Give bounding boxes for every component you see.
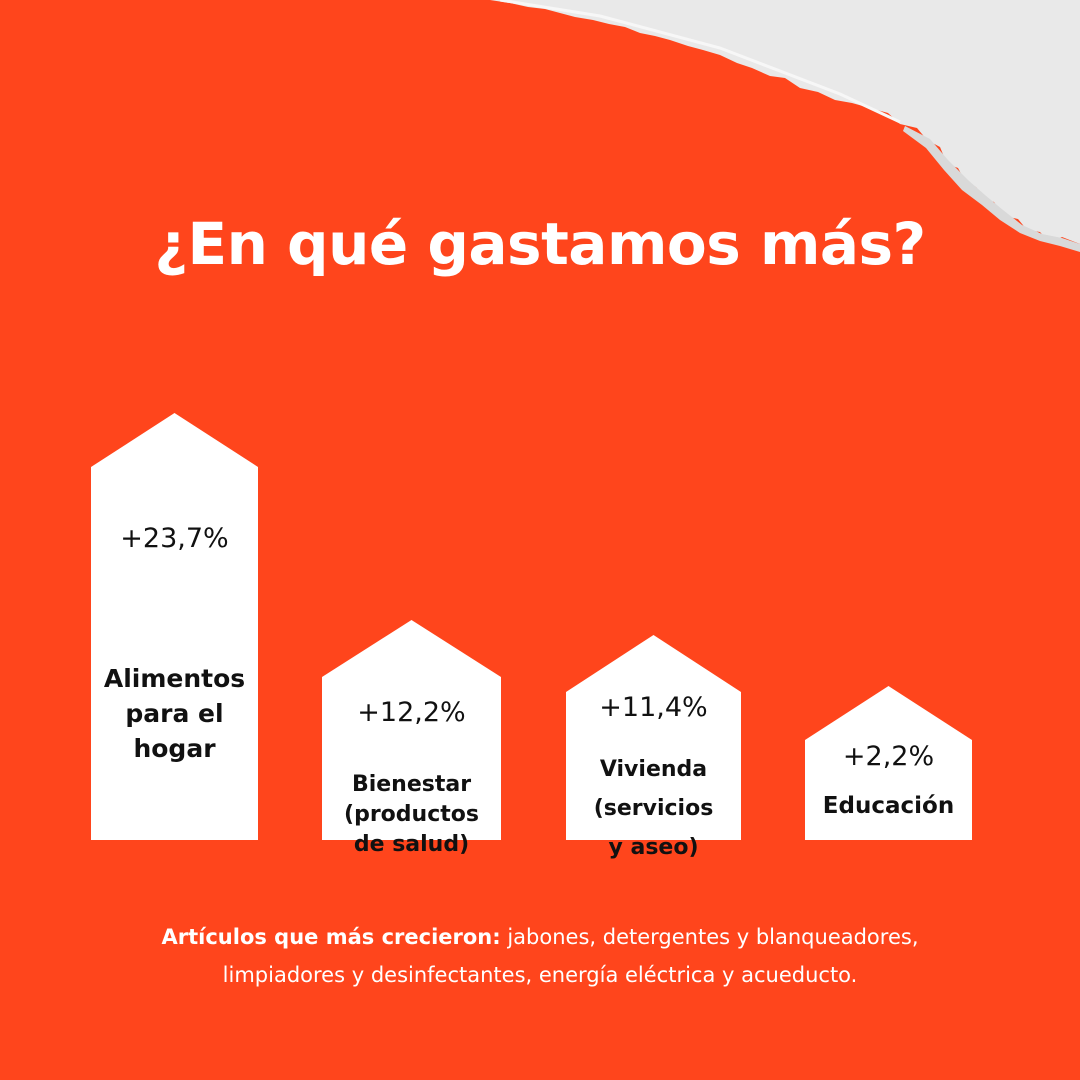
house-bar-mark — [566, 635, 741, 840]
chart-title: ¿En qué gastamos más? — [154, 210, 926, 278]
torn-paper-decoration — [490, 0, 1080, 252]
house-bar-3: +11,4% Vivienda (servicios y aseo) — [566, 635, 741, 860]
data-label: +2,2% — [842, 741, 935, 772]
house-bar-mark — [805, 686, 972, 840]
category-label: Bienestar (productos de salud) — [344, 772, 479, 857]
footer-lead: Artículos que más crecieron: — [161, 925, 501, 949]
house-shape — [566, 635, 741, 840]
category-label: Educación — [822, 793, 955, 819]
footer-note: Artículos que más crecieron: jabones, de… — [130, 918, 950, 994]
category-label: Alimentos para el hogar — [103, 664, 246, 763]
house-bar-mark — [322, 620, 501, 840]
data-label: +12,2% — [357, 697, 466, 728]
house-shape — [322, 620, 501, 840]
house-bar-mark — [91, 413, 258, 840]
data-label: +23,7% — [120, 523, 229, 554]
house-shape — [91, 413, 258, 840]
house-bar-2: +12,2% Bienestar (productos de salud) — [322, 620, 501, 857]
footer-text: jabones, detergentes y blanqueadores, li… — [222, 925, 919, 987]
category-label: Vivienda (servicios y aseo) — [593, 757, 714, 860]
data-label: +11,4% — [599, 692, 708, 723]
house-bar-4: +2,2% Educación — [805, 686, 972, 840]
house-bar-1: +23,7% Alimentos para el hogar — [91, 413, 258, 840]
house-shape — [805, 686, 972, 840]
